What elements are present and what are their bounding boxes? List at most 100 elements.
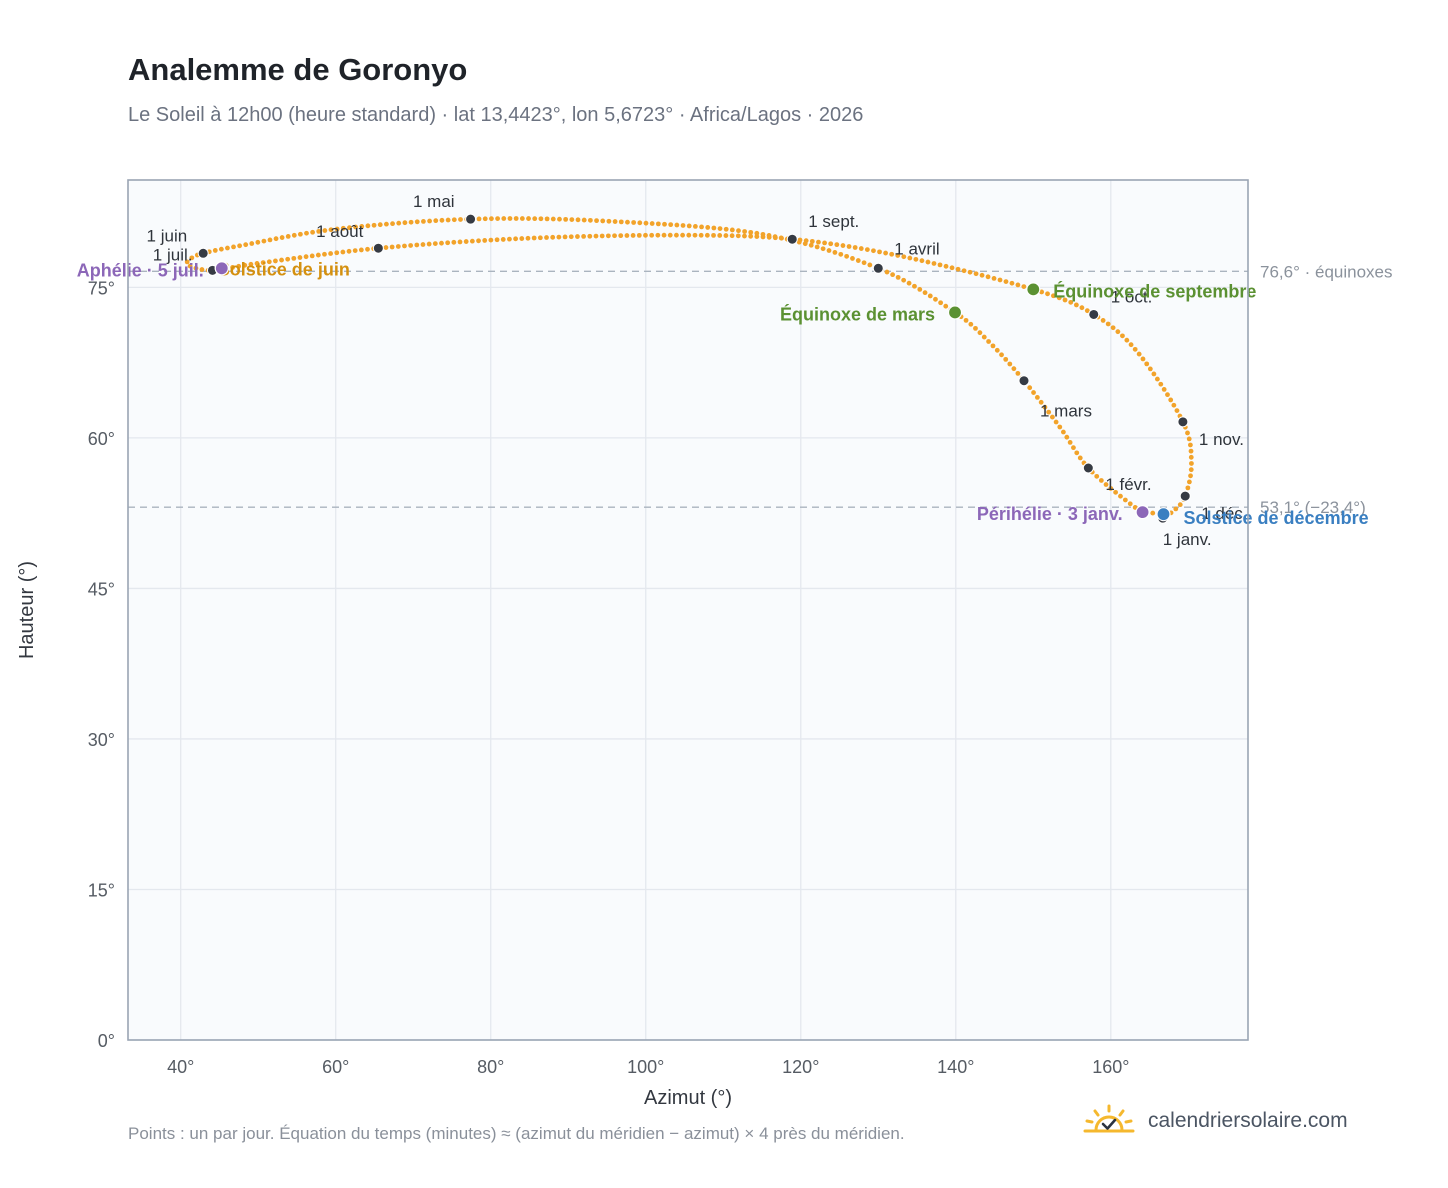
daily-point [594,218,599,224]
daily-point [1051,293,1056,299]
daily-point [717,226,723,232]
daily-point [1110,325,1116,331]
daily-point [599,233,605,239]
daily-point [814,244,820,250]
daily-point [1108,486,1114,491]
daily-point [1188,448,1194,454]
daily-point [1144,361,1150,367]
daily-point [389,244,395,250]
daily-point [991,275,997,281]
daily-point [1074,450,1080,456]
daily-point [1127,501,1133,507]
daily-point [569,217,575,222]
daily-point [513,236,519,242]
daily-point [184,259,190,265]
month-marker [1179,490,1191,502]
daily-point [742,233,747,239]
daily-point [973,271,979,277]
daily-point [828,241,834,247]
daily-point [979,272,985,278]
y-tick-label: 45° [88,579,115,599]
daily-point [544,235,549,240]
daily-point [593,233,599,239]
daily-point [1039,289,1045,295]
daily-point [322,228,328,233]
daily-point [189,255,195,261]
y-tick-label: 75° [88,278,115,298]
daily-point [1015,370,1021,376]
brand[interactable]: calendriersolaire.com [1082,1104,1348,1138]
daily-point [212,248,218,253]
month-marker [786,233,798,245]
daily-point [310,229,316,235]
daily-point [315,252,321,258]
daily-point [538,216,544,222]
daily-point [1188,454,1194,460]
daily-point [365,246,370,252]
daily-point [309,253,315,259]
daily-point [985,274,991,280]
daily-point [600,218,606,224]
daily-point [402,243,407,249]
daily-point [844,253,850,259]
daily-point [1173,506,1179,512]
month-label: 1 juin [147,226,188,245]
daily-point [1042,404,1048,410]
daily-point [557,216,562,222]
daily-point [236,263,242,269]
daily-point [352,248,358,254]
daily-point [199,267,205,272]
daily-point [967,269,973,275]
daily-point [612,233,617,239]
brand-name: calendriersolaire.com [1148,1109,1348,1132]
daily-point [1068,299,1074,305]
daily-point [266,259,272,265]
daily-point [927,293,933,299]
daily-point [662,221,667,227]
daily-point [255,239,261,245]
daily-point [994,347,1000,353]
daily-point [476,238,481,244]
daily-point [803,238,809,244]
month-label: 1 janv. [1163,530,1212,549]
daily-point [1165,392,1170,398]
x-tick-label: 120° [782,1057,819,1077]
x-tick-label: 60° [322,1057,349,1077]
daily-point [686,232,692,238]
daily-point [624,233,630,238]
daily-point [1098,478,1104,483]
daily-point [1147,366,1153,372]
event-label: Périhélie · 3 janv. [977,504,1123,524]
daily-point [1174,408,1180,413]
daily-point [1150,510,1156,516]
daily-point [395,244,401,249]
x-axis-ticks: 40° 60° 80° 100° 120° 140° 160° [167,1057,1129,1077]
daily-point [279,257,284,263]
daily-point [525,235,531,241]
daily-point [420,242,426,247]
daily-point [1009,280,1015,286]
daily-point [937,262,943,268]
daily-point [340,225,346,231]
daily-point [1158,381,1164,387]
event-label: Solstice de décembre [1184,508,1369,528]
month-label: 1 nov. [1199,430,1244,449]
daily-point [643,220,649,226]
daily-point [531,235,537,241]
daily-point [1060,429,1066,435]
daily-point [334,250,340,256]
event-label: Équinoxe de septembre [1053,280,1256,301]
daily-point [439,217,445,223]
month-marker [1088,308,1100,320]
daily-point [832,250,838,255]
daily-point [907,255,913,261]
daily-point [328,251,334,256]
daily-point [981,334,987,340]
daily-point [1007,361,1013,367]
reference-line-label: 53,1° (−23,4°) [1260,498,1366,517]
daily-point [1128,342,1134,348]
daily-point [1062,297,1068,303]
daily-point [408,219,414,225]
daily-point [408,243,414,248]
